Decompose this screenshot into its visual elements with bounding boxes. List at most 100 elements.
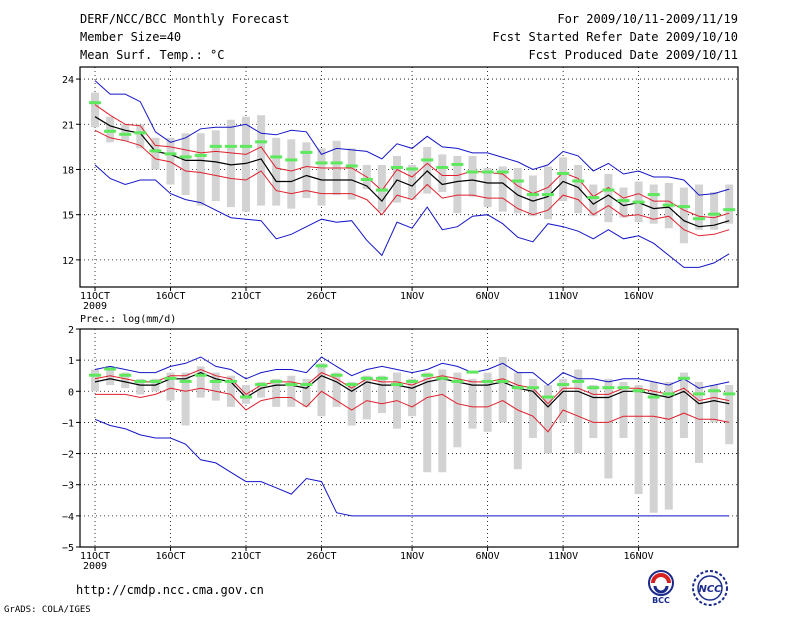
temp-x-tick-label: 11OCT [80,291,110,302]
temp-member-mark [602,188,615,192]
temp-ensemble-box [287,139,296,209]
bcc-logo-text: BCC [652,596,670,605]
temp-upper-inner-line [94,104,730,219]
temp-ensemble-box [196,133,205,206]
temp-member-mark [436,165,449,169]
prec-ensemble-box [166,372,175,401]
temp-member-mark [360,178,373,182]
prec-member-mark [526,386,539,390]
prec-ensemble-box [226,375,235,407]
ncc-logo-text: NCC [698,584,722,595]
prec-ensemble-box [710,385,719,423]
prec-member-mark [708,389,721,393]
temp-ensemble-box [649,184,658,224]
prec-ensemble-box [679,372,688,438]
temp-member-mark [632,200,645,204]
prec-member-mark [406,379,419,383]
prec-member-mark [104,367,117,371]
prec-x-tick-label: 11OCT [80,551,110,562]
temp-member-mark [134,131,147,135]
temp-member-mark [345,164,358,168]
prec-x-tick-label: 16OCT [155,551,185,562]
forecast-period: For 2009/10/11-2009/11/19 [557,12,738,26]
temp-member-mark [557,171,570,175]
temp-ensemble-box [393,155,401,203]
temp-ensemble-box [438,154,447,193]
temp-member-mark [481,170,494,174]
prec-ensemble-box [664,381,673,510]
temp-ensemble-box [513,167,522,214]
prec-ensemble-box [196,366,205,398]
temp-x-tick-label: 21OCT [231,291,261,302]
prec-member-mark [240,395,252,399]
prec-upper-outer-line [94,356,730,389]
temp-y-tick-label: 21 [62,120,74,131]
temp-ensemble-box [121,124,130,141]
temp-year-label: 2009 [83,301,107,312]
bcc-logo-icon: BCC [648,570,674,605]
temp-x-tick-label: 11NOV [548,291,578,302]
temp-member-mark [89,101,101,105]
temp-upper-outer-line [94,80,730,196]
variable-label: Mean Surf. Temp.: °C [80,48,225,62]
temp-member-mark [572,179,585,183]
temp-member-mark [511,179,524,183]
temp-member-mark [300,150,313,154]
footer-url[interactable]: http://cmdp.ncc.cma.gov.cn [76,583,264,597]
prec-ensemble-box [589,385,598,438]
temp-member-mark [240,144,252,148]
temp-ensemble-box [619,187,628,218]
temp-ensemble-box [106,116,115,143]
prec-member-mark [602,386,615,390]
temp-ensemble-box [347,148,356,200]
prec-member-mark [391,383,403,387]
temp-ensemble-box [166,137,175,185]
fcst-produced-date: Fcst Produced Date 2009/10/11 [528,48,738,62]
temp-member-mark [406,167,419,171]
temp-ensemble-box [498,166,507,212]
temp-member-mark [315,161,328,165]
chart-title: DERF/NCC/BCC Monthly Forecast [80,12,290,26]
prec-member-mark [345,383,358,387]
prec-y-tick-label: −2 [62,450,74,461]
temp-member-mark [194,153,207,157]
temp-ensemble-box [483,167,492,208]
prec-member-mark [89,373,101,377]
prec-ensemble-box [725,385,734,445]
prec-ensemble-box [619,381,628,438]
temp-panel: 12 15 18 21 24 11OCT 16OCT 21OCT 26OCT 1NOV 6NOV 11… [62,66,739,312]
temp-member-mark [723,208,736,212]
prec-ensemble-box [468,378,477,429]
prec-y-tick-label: −3 [62,481,74,492]
temp-x-tick-label: 16OCT [155,291,185,302]
prec-member-mark [149,379,162,383]
prec-panel: 2 1 0 −1 −2 −3 −4 −5 11OCT 16OCT 21OCT 26OCT 1NOV 6NO… [62,325,739,572]
temp-ensemble-box [559,157,568,202]
temp-ensemble-box [91,92,99,128]
prec-member-mark [511,386,524,390]
prec-member-mark [300,383,313,387]
temp-member-mark [693,217,705,221]
prec-ensemble-box [498,357,507,423]
temp-member-mark [496,170,509,174]
prec-ensemble-box [347,381,356,426]
prec-member-mark [436,376,449,380]
prec-x-tick-label: 16NOV [624,551,654,562]
temp-y-tick-label: 18 [62,165,74,176]
temp-ensemble-box [151,137,160,170]
prec-ensemble-box [559,378,568,423]
prec-member-mark [557,383,570,387]
prec-member-mark [677,376,690,380]
prec-ensemble-box [287,375,296,407]
temp-x-tick-label: 1NOV [400,291,424,302]
temp-plot-frame [79,66,739,288]
prec-ensemble-box [181,372,190,426]
prec-ensemble-box [438,369,447,473]
prec-member-mark [194,373,207,377]
temp-member-mark [104,129,117,133]
temp-ensemble-box [544,166,552,220]
temp-x-tick-label: 16NOV [624,291,654,302]
prec-member-mark [164,376,177,380]
temp-ensemble-box [589,184,598,217]
